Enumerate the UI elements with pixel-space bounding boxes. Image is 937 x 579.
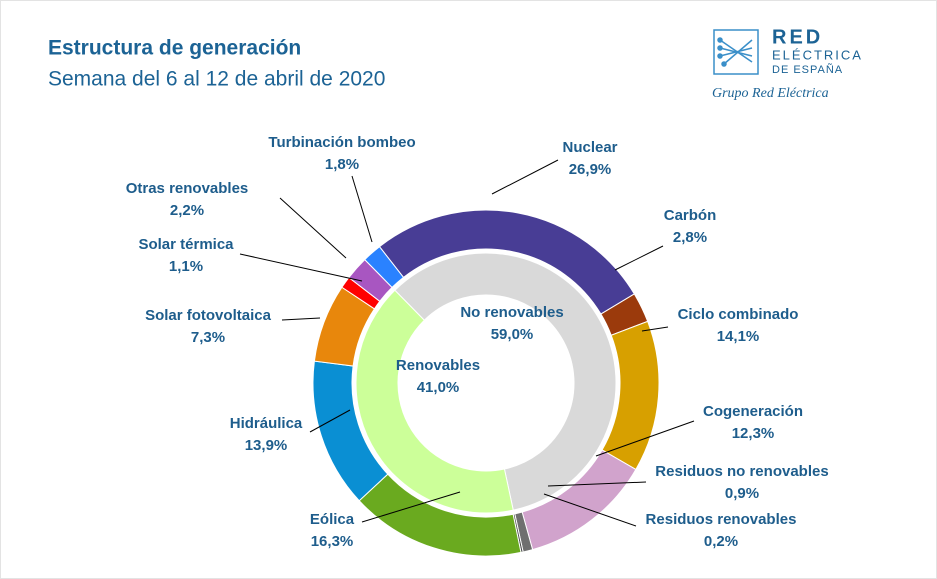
logo-text: DE ESPAÑA [772, 63, 843, 76]
logo-text: ELÉCTRICA [772, 47, 863, 62]
value-label: 7,3% [191, 329, 225, 346]
logo: RED ELÉCTRICA DE ESPAÑA Grupo Red Eléctr… [712, 26, 863, 101]
value-label: 41,0% [417, 379, 460, 396]
value-label: 1,8% [325, 156, 359, 173]
chart-subtitle: Semana del 6 al 12 de abril de 2020 [48, 68, 385, 91]
value-label: 0,2% [704, 533, 738, 550]
leader-line [595, 420, 695, 457]
segment-label: Eólica [310, 511, 355, 528]
value-label: 59,0% [491, 326, 534, 343]
donut-segment [355, 289, 514, 514]
value-label: 0,9% [725, 485, 759, 502]
segment-label: Solar fotovoltaica [145, 307, 272, 324]
donut-segment [394, 252, 617, 511]
segment-label: Otras renovables [126, 180, 249, 197]
logo-text: RED [772, 26, 823, 48]
value-label: 12,3% [732, 425, 775, 442]
segment-label: Hidráulica [230, 415, 303, 432]
leader-line [641, 326, 669, 332]
logo-text: Grupo Red Eléctrica [712, 86, 829, 101]
segment-label: Residuos no renovables [655, 463, 828, 480]
value-label: 13,9% [245, 437, 288, 454]
segment-label: Turbinación bombeo [268, 134, 415, 151]
value-label: 16,3% [311, 533, 354, 550]
leader-line [239, 253, 363, 282]
value-label: 2,2% [170, 202, 204, 219]
leader-line [281, 317, 321, 321]
leader-line [543, 493, 637, 527]
segment-label: Solar térmica [138, 236, 234, 253]
segment-label: Residuos renovables [646, 511, 797, 528]
leader-line [491, 159, 559, 195]
leader-line [361, 491, 461, 523]
segment-label: Ciclo combinado [678, 306, 799, 323]
leader-line [614, 245, 664, 271]
value-label: 26,9% [569, 161, 612, 178]
logo-box [713, 29, 759, 75]
value-label: 1,1% [169, 258, 203, 275]
segment-label: No renovables [460, 304, 563, 321]
logo-icon [717, 37, 753, 67]
segment-label: Nuclear [562, 139, 617, 156]
leader-line [279, 197, 347, 259]
leader-line [351, 175, 373, 243]
segment-label: Carbón [664, 207, 717, 224]
leader-line [547, 481, 647, 487]
segment-label: Cogeneración [703, 403, 803, 420]
value-label: 2,8% [673, 229, 707, 246]
segment-label: Renovables [396, 357, 480, 374]
value-label: 14,1% [717, 328, 760, 345]
donut-segment [364, 245, 405, 289]
leader-line [309, 409, 351, 433]
chart-title: Estructura de generación [48, 37, 301, 60]
